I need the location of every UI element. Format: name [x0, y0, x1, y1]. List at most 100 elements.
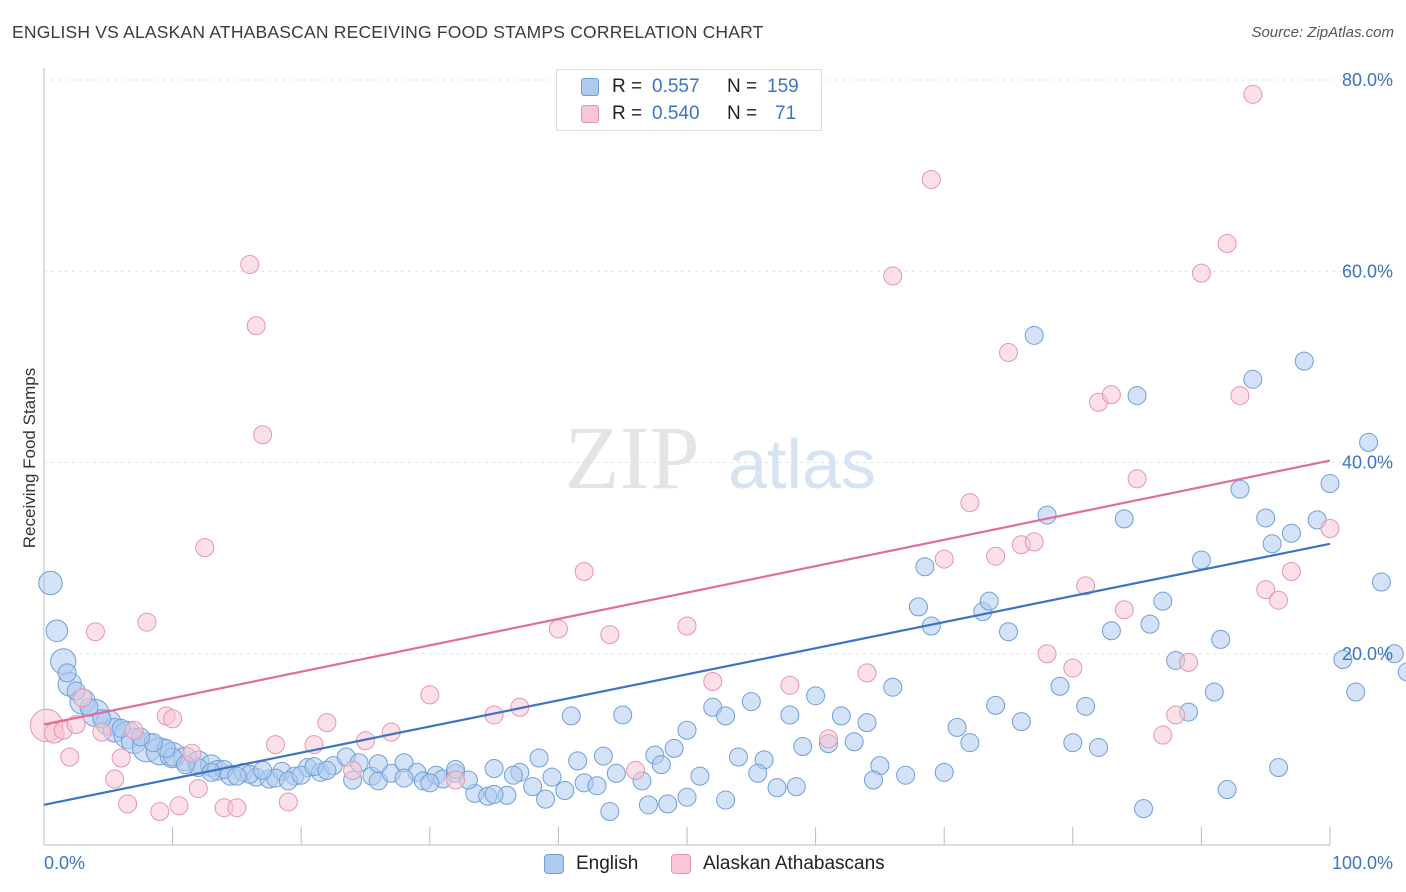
alaskan-point — [420, 685, 440, 705]
alaskan-point — [703, 671, 723, 691]
alaskan-point — [1063, 658, 1083, 678]
y-tick-label: 40.0% — [1342, 453, 1393, 473]
r-label: R = — [612, 103, 643, 124]
x-tick-label: 0.0% — [44, 853, 85, 873]
alaskan-point — [1281, 562, 1301, 582]
english-point — [677, 720, 697, 740]
n-label: N = — [727, 103, 758, 124]
english-point — [57, 663, 77, 683]
english-point — [536, 789, 556, 809]
english-point — [394, 768, 414, 788]
english-point — [503, 765, 523, 785]
trend-lines — [43, 459, 1331, 806]
alaskan-point — [960, 493, 980, 513]
alaskan-point — [66, 715, 86, 735]
english-point — [317, 760, 337, 780]
english-point — [863, 770, 883, 790]
english-point — [934, 762, 954, 782]
english-point — [883, 677, 903, 697]
english-point — [484, 784, 504, 804]
english-point — [767, 778, 787, 798]
english-point — [677, 787, 697, 807]
english-point — [523, 777, 543, 797]
english-point — [806, 686, 826, 706]
english-point — [1256, 508, 1276, 528]
y-tick-label: 60.0% — [1342, 261, 1393, 281]
english-point — [227, 766, 247, 786]
alaskan-point — [1101, 385, 1121, 405]
alaskan-point — [1320, 518, 1340, 538]
n-label: N = — [727, 76, 758, 97]
alaskan-point — [1127, 469, 1147, 489]
r-value: 0.540 — [652, 103, 700, 124]
english-point — [915, 557, 935, 577]
english-point — [999, 622, 1018, 642]
alaskan-trend-line — [43, 459, 1331, 726]
english-point — [1153, 591, 1173, 611]
english-point — [587, 776, 607, 796]
english-point — [1320, 474, 1340, 494]
english-point — [606, 763, 626, 783]
n-value: 159 — [767, 76, 799, 97]
english-point — [1217, 780, 1237, 800]
legend-label: English — [576, 853, 639, 874]
alaskan-point — [1166, 705, 1186, 725]
alaskan-point — [105, 769, 125, 789]
alaskan-point — [240, 255, 260, 275]
alaskan-point — [883, 266, 903, 286]
alaskan-point — [150, 802, 170, 822]
english-point — [638, 795, 658, 815]
alaskan-point — [1269, 590, 1289, 610]
r-label: R = — [612, 76, 643, 97]
legend-label: Alaskan Athabascans — [703, 853, 885, 874]
english-point — [600, 802, 620, 822]
english-point — [368, 754, 388, 774]
english-point — [658, 794, 678, 814]
alaskan-point — [1024, 532, 1044, 552]
alaskan-point — [1217, 234, 1237, 254]
x-tick-label: 100.0% — [1332, 853, 1393, 873]
english-point — [420, 773, 440, 793]
english-point — [1127, 386, 1147, 406]
alaskan-point — [188, 779, 208, 799]
english-point — [986, 695, 1006, 715]
alaskan-point — [111, 748, 131, 768]
english-point — [1050, 676, 1070, 696]
alaskan-swatch — [581, 105, 599, 123]
tick-labels: 20.0% 40.0% 60.0% 80.0% 0.0% 100.0% — [44, 70, 1393, 873]
alaskan-point — [446, 770, 466, 790]
english-point — [1269, 758, 1289, 778]
alaskan-point — [163, 709, 183, 729]
alaskan-point — [85, 622, 105, 642]
english-point — [908, 597, 928, 617]
english-point — [1191, 550, 1211, 570]
english-point — [484, 759, 504, 778]
alaskan-point — [169, 796, 189, 816]
source-label: Source: ZipAtlas.com — [1251, 24, 1394, 41]
gridlines — [44, 79, 1393, 655]
english-point — [1281, 523, 1301, 543]
y-tick-label: 20.0% — [1342, 644, 1393, 664]
alaskan-point — [986, 546, 1006, 566]
alaskan-point — [92, 722, 112, 742]
english-point — [979, 591, 999, 611]
english-point — [613, 705, 633, 725]
watermark-atlas: atlas — [728, 425, 876, 503]
english-point — [1359, 432, 1379, 452]
alaskan-point — [124, 720, 144, 740]
english-point — [593, 746, 613, 766]
alaskan-point — [265, 735, 285, 755]
alaskan-point — [73, 688, 93, 708]
alaskan-point — [574, 562, 594, 582]
alaskan-point — [1230, 386, 1250, 406]
english-point — [1397, 662, 1406, 682]
english-point — [1294, 351, 1314, 371]
alaskan-point — [1179, 652, 1199, 672]
alaskan-point — [600, 625, 620, 645]
english-point — [857, 713, 877, 733]
english-point — [947, 717, 967, 737]
alaskan-point — [677, 616, 697, 636]
english-point — [1211, 629, 1231, 649]
alaskan-point — [60, 747, 80, 767]
alaskan-point — [137, 612, 157, 632]
